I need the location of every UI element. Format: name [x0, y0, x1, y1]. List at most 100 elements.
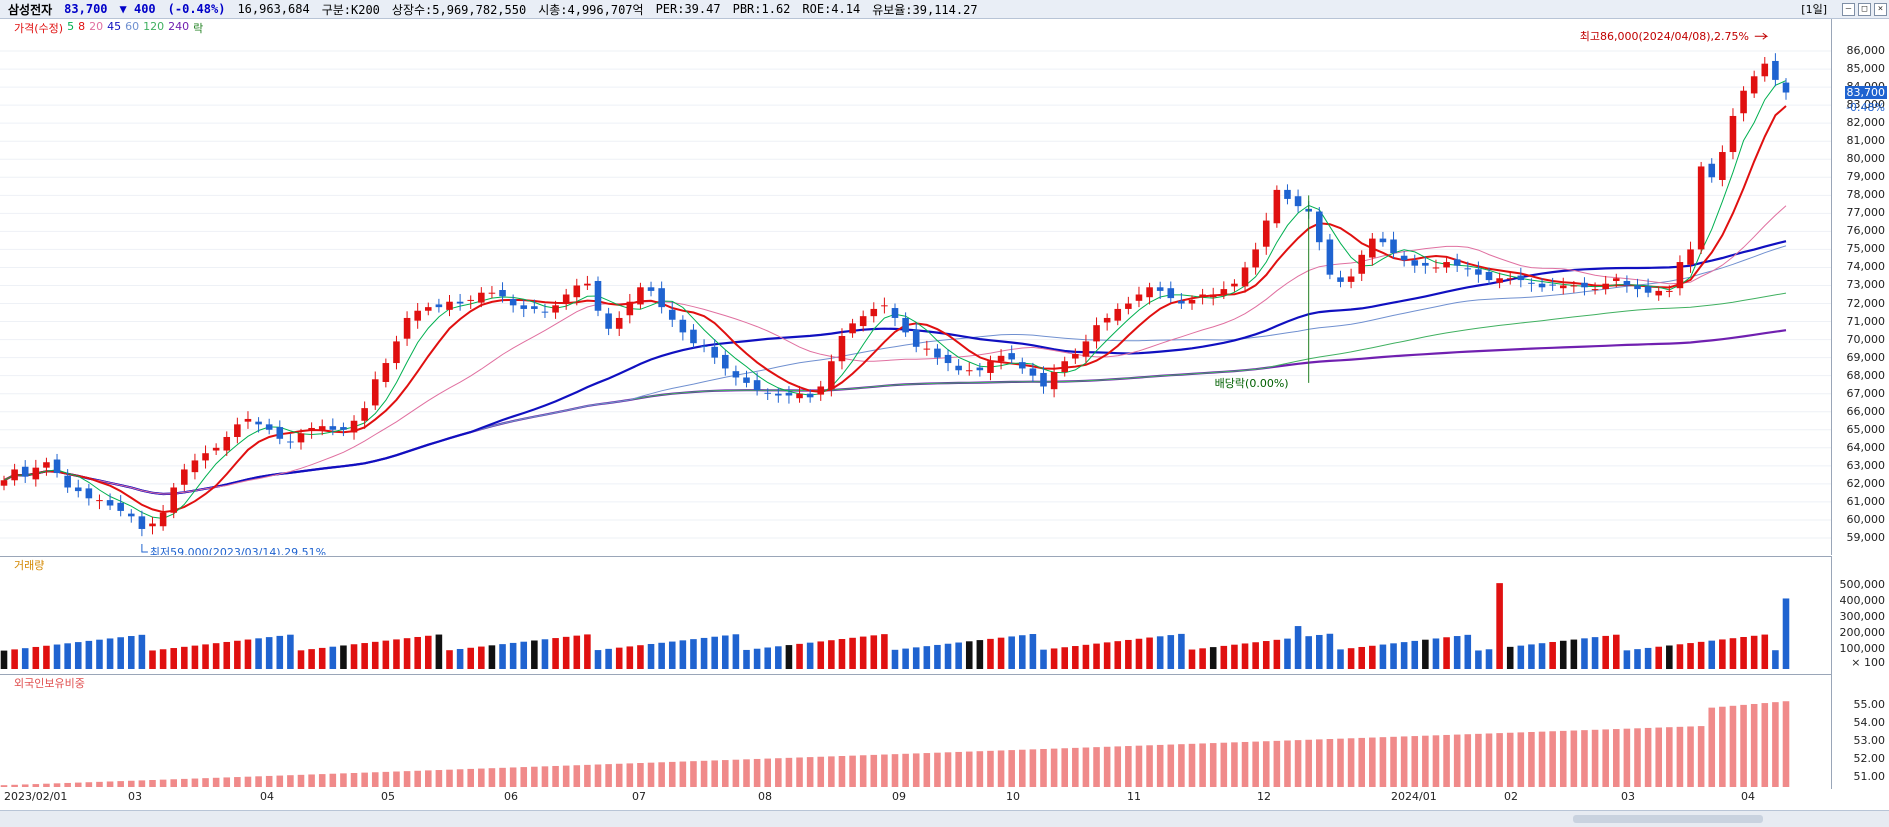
candle-body[interactable]	[1612, 278, 1620, 281]
candle-body[interactable]	[1591, 289, 1599, 291]
candle-body[interactable]	[668, 309, 676, 320]
volume-bar[interactable]	[541, 639, 549, 669]
volume-bar[interactable]	[1284, 638, 1291, 669]
volume-bar[interactable]	[1167, 635, 1175, 669]
candle-body[interactable]	[234, 424, 241, 437]
volume-bar[interactable]	[234, 640, 241, 669]
candle-body[interactable]	[106, 500, 114, 506]
candle-body[interactable]	[414, 310, 421, 321]
volume-bar[interactable]	[181, 646, 188, 669]
legend-title[interactable]: 가격(수정)	[14, 22, 64, 35]
candle-body[interactable]	[1262, 220, 1270, 247]
candle-body[interactable]	[1199, 294, 1206, 298]
candle-body[interactable]	[1284, 189, 1291, 199]
candle-body[interactable]	[721, 354, 729, 369]
candle-body[interactable]	[244, 418, 252, 422]
close-icon[interactable]: ×	[1874, 2, 1887, 16]
price-scale[interactable]: 86,00085,00084,00083,00082,00081,00080,0…	[1831, 19, 1889, 555]
candle-body[interactable]	[1146, 287, 1153, 298]
volume-bar[interactable]	[1273, 639, 1281, 669]
volume-bar[interactable]	[1369, 645, 1376, 669]
candle-body[interactable]	[318, 426, 326, 431]
candle-body[interactable]	[1082, 341, 1090, 357]
candle-body[interactable]	[711, 346, 718, 358]
volume-bar[interactable]	[0, 650, 8, 669]
volume-bar[interactable]	[1443, 637, 1450, 669]
volume-bar[interactable]	[1676, 644, 1684, 669]
candle-body[interactable]	[1358, 254, 1366, 274]
candle-body[interactable]	[1623, 280, 1631, 286]
volume-bar[interactable]	[340, 645, 347, 669]
volume-bar[interactable]	[531, 640, 538, 669]
candle-body[interactable]	[764, 392, 772, 394]
volume-bar[interactable]	[1475, 650, 1482, 669]
volume-bar[interactable]	[1740, 636, 1747, 669]
candle-body[interactable]	[1209, 294, 1217, 298]
volume-bar[interactable]	[690, 639, 697, 669]
candle-body[interactable]	[1369, 238, 1376, 258]
volume-bar[interactable]	[74, 642, 82, 669]
volume-bar[interactable]	[1612, 634, 1620, 669]
candle-body[interactable]	[912, 329, 920, 347]
volume-bar[interactable]	[424, 635, 432, 669]
candle-body[interactable]	[74, 487, 82, 492]
candle-body[interactable]	[690, 329, 697, 344]
candle-body[interactable]	[1506, 278, 1514, 280]
candle-body[interactable]	[446, 301, 453, 310]
candle-body[interactable]	[1411, 260, 1419, 266]
legend-ex-dividend[interactable]: 락	[193, 22, 204, 35]
candle-body[interactable]	[0, 480, 8, 486]
candle-body[interactable]	[382, 363, 390, 382]
candle-body[interactable]	[1475, 269, 1482, 275]
volume-bar[interactable]	[297, 650, 305, 669]
volume-bar[interactable]	[1559, 640, 1567, 669]
volume-bar[interactable]	[1623, 650, 1631, 669]
scroll-bar[interactable]	[0, 810, 1889, 827]
legend-ma45[interactable]: 45	[107, 20, 122, 33]
volume-bar[interactable]	[488, 645, 496, 669]
candle-body[interactable]	[424, 307, 432, 311]
candle-body[interactable]	[1167, 288, 1175, 299]
volume-bar[interactable]	[1040, 649, 1047, 669]
volume-bar[interactable]	[11, 649, 18, 669]
candle-body[interactable]	[1390, 239, 1397, 254]
volume-bar[interactable]	[1061, 647, 1069, 669]
volume-bar[interactable]	[117, 637, 124, 669]
volume-bar[interactable]	[732, 634, 740, 669]
volume-bar[interactable]	[1538, 643, 1546, 669]
scroll-thumb[interactable]	[1573, 815, 1763, 823]
candle-body[interactable]	[1326, 239, 1334, 275]
candle-body[interactable]	[1453, 259, 1461, 266]
volume-bar[interactable]	[329, 646, 337, 669]
volume-bar[interactable]	[1093, 643, 1100, 669]
volume-bar[interactable]	[668, 641, 676, 669]
candle-body[interactable]	[1050, 372, 1058, 390]
candle-body[interactable]	[21, 466, 29, 477]
volume-bar[interactable]	[1018, 635, 1026, 669]
volume-bar[interactable]	[1687, 643, 1694, 669]
candle-body[interactable]	[1549, 284, 1556, 286]
volume-bar[interactable]	[1634, 649, 1641, 669]
candle-body[interactable]	[1687, 249, 1694, 265]
volume-bar[interactable]	[1231, 644, 1238, 669]
candle-body[interactable]	[923, 348, 931, 350]
volume-bar[interactable]	[43, 645, 50, 669]
volume-bar[interactable]	[1188, 649, 1196, 669]
volume-bar[interactable]	[223, 641, 231, 669]
candle-body[interactable]	[753, 380, 761, 391]
legend-ma20[interactable]: 20	[89, 20, 104, 33]
volume-bar[interactable]	[414, 636, 421, 669]
volume-bar[interactable]	[1400, 642, 1408, 669]
volume-bar[interactable]	[785, 645, 793, 669]
candle-body[interactable]	[297, 433, 305, 443]
candle-body[interactable]	[891, 308, 899, 318]
volume-bar[interactable]	[1506, 646, 1514, 669]
candle-body[interactable]	[1294, 196, 1302, 207]
legend-ma5[interactable]: 5	[67, 20, 75, 33]
candle-body[interactable]	[1347, 276, 1355, 282]
candle-body[interactable]	[594, 280, 602, 311]
candle-body[interactable]	[1040, 372, 1047, 387]
volume-bar[interactable]	[647, 643, 655, 669]
candle-body[interactable]	[1644, 286, 1652, 293]
volume-bar[interactable]	[1379, 644, 1387, 669]
